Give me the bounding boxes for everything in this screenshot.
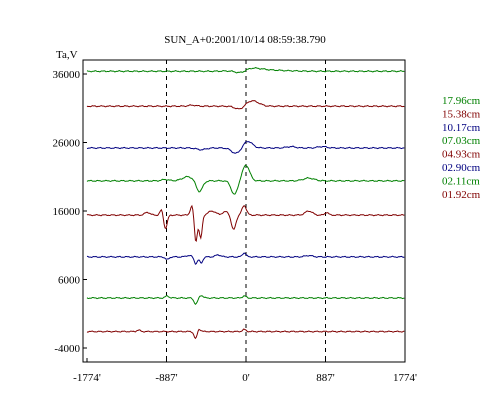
x-tick-label-0: -1774' — [73, 372, 101, 384]
plot-frame — [82, 59, 406, 363]
y-tick-label-4: 36000 — [53, 69, 81, 81]
series-line-17-96cm — [86, 67, 405, 74]
dashed-markers — [166, 60, 326, 362]
x-tick-label-4: 1774' — [393, 372, 417, 384]
x-ticks: -1774' -887' 0' 887' 1774' — [73, 358, 417, 384]
legend-entry-7: 01.92cm — [442, 189, 481, 201]
series-line-04-93cm — [86, 204, 405, 243]
y-tick-label-1: 6000 — [58, 275, 81, 287]
series-line-10-17cm — [86, 141, 405, 154]
legend-entry-4: 04.93cm — [442, 149, 481, 161]
series-line-07-03cm — [86, 164, 405, 195]
legend-entry-5: 02.90cm — [442, 162, 481, 174]
series-line-02-90cm — [86, 252, 405, 265]
x-tick-label-2: 0' — [242, 372, 250, 384]
series-line-02-11cm — [86, 294, 405, 306]
chart-title: SUN_A+0:2001/10/14 08:59:38.790 — [164, 34, 326, 46]
x-tick-label-3: 887' — [316, 372, 335, 384]
legend-entry-3: 07.03cm — [442, 135, 481, 147]
x-tick-label-1: -887' — [155, 372, 177, 384]
y-ticks: -4000 6000 16000 26000 36000 — [53, 69, 87, 355]
series-lines — [86, 67, 405, 340]
y-tick-label-0: -4000 — [54, 343, 80, 355]
legend-entry-1: 15.38cm — [442, 108, 481, 120]
series-line-15-38cm — [86, 100, 405, 110]
legend-entry-2: 10.17cm — [442, 122, 481, 134]
legend-entry-0: 17.96cm — [442, 95, 481, 107]
y-tick-label-3: 26000 — [53, 138, 81, 150]
legend-entry-6: 02.11cm — [442, 175, 480, 187]
y-axis-label: Ta,V — [56, 49, 78, 61]
y-tick-label-2: 16000 — [53, 206, 81, 218]
series-line-01-92cm — [86, 328, 405, 340]
